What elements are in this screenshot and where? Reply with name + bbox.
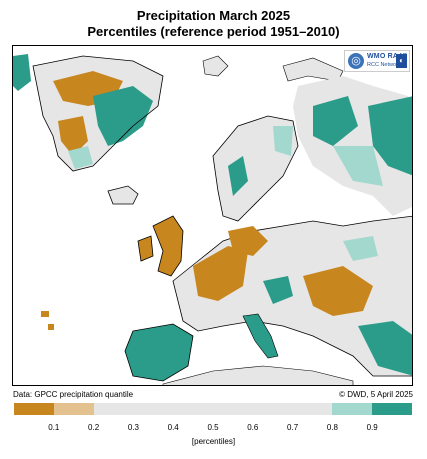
legend-swatch	[173, 403, 213, 415]
novaya-zemlya	[282, 57, 344, 82]
logo-text: WMO RA VI	[367, 53, 408, 60]
percentile-map	[13, 54, 412, 385]
iberia	[124, 323, 194, 382]
map-panel	[12, 45, 413, 386]
canada-region	[13, 54, 31, 91]
legend-swatch	[14, 403, 54, 415]
north-africa	[162, 365, 354, 385]
legend-tick-label: 0.5	[207, 423, 219, 432]
legend-swatch	[372, 403, 412, 415]
atlantic-island	[48, 324, 54, 330]
legend-unit: [percentiles]	[191, 437, 236, 446]
map-title: Precipitation March 2025	[136, 8, 291, 23]
dwd-logo-icon: ◐	[396, 54, 407, 68]
ireland	[137, 235, 154, 262]
map-subtitle: Percentiles (reference period 1951–2010)	[87, 24, 340, 39]
greenland	[32, 55, 164, 172]
legend-swatch	[93, 403, 134, 415]
legend-swatch	[53, 403, 94, 415]
italy	[242, 313, 279, 359]
logo-subtext: RCC Network	[367, 62, 401, 68]
legend-swatch	[252, 403, 293, 415]
legend-tick-label: 0.2	[88, 423, 100, 432]
legend-swatch	[212, 403, 253, 415]
iceland	[107, 185, 139, 205]
legend-tick-label: 0.9	[366, 423, 378, 432]
legend-tick-label: 0.1	[48, 423, 60, 432]
legend-swatch	[133, 403, 174, 415]
legend-swatch	[292, 403, 333, 415]
legend-tick-label: 0.3	[127, 423, 139, 432]
legend-tick-label: 0.6	[247, 423, 259, 432]
great-britain	[152, 215, 184, 277]
atlantic-island	[41, 311, 49, 317]
legend-tick-label: 0.4	[167, 423, 179, 432]
color-legend	[14, 403, 412, 415]
legend-tick-label: 0.8	[326, 423, 338, 432]
legend-swatch	[332, 403, 373, 415]
data-source: Data: GPCC precipitation quantile	[13, 390, 134, 399]
globe-icon: ◎	[348, 53, 364, 69]
credit-line: © DWD, 5 April 2025	[339, 390, 413, 399]
svalbard	[202, 55, 229, 77]
legend-tick-label: 0.7	[287, 423, 299, 432]
wmo-ra-vi-logo: ◎ WMO RA VI RCC Network ◐	[344, 50, 410, 72]
